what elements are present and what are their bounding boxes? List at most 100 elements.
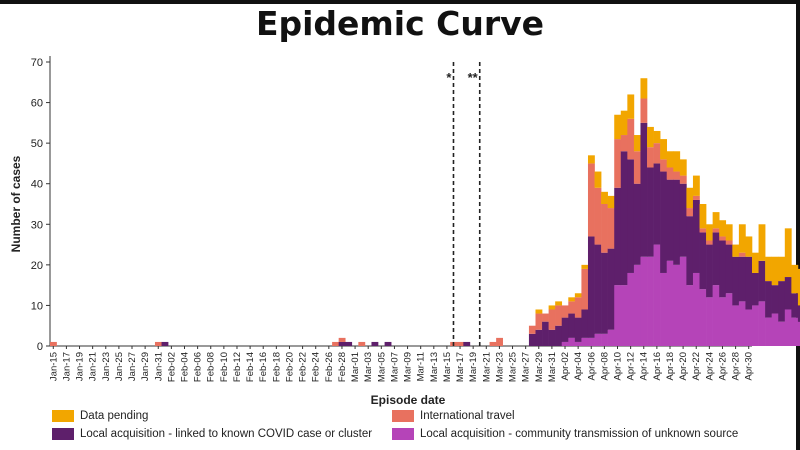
- bar-segment-pending: [797, 268, 800, 306]
- x-tick-label: Feb-06: [193, 352, 204, 382]
- bar-segment-travel: [620, 135, 628, 152]
- bar-segment-linked: [620, 151, 628, 286]
- bar-segment-pending: [738, 224, 746, 253]
- bar-segment-linked: [384, 341, 392, 346]
- bar-segment-pending: [732, 244, 740, 257]
- bar-segment-pending: [706, 224, 713, 241]
- bar-segment-travel: [535, 313, 543, 330]
- legend-label: Data pending: [80, 410, 149, 422]
- bar-segment-travel: [719, 236, 727, 241]
- x-tick-label: Apr-18: [665, 352, 676, 381]
- bar-segment-pending: [679, 159, 687, 176]
- bar-segment-unknown: [594, 333, 602, 346]
- bar-segment-travel: [666, 167, 674, 180]
- bars-layer: [50, 78, 800, 346]
- annotations-layer: * **: [446, 62, 481, 346]
- x-tick-label: Feb-12: [232, 352, 243, 382]
- bar-segment-linked: [528, 333, 536, 346]
- x-tick-label: Apr-04: [573, 352, 584, 381]
- bar-segment-travel: [627, 118, 635, 160]
- bar-segment-pending: [758, 224, 766, 261]
- bar-segment-unknown: [692, 272, 700, 346]
- bar-segment-travel: [673, 171, 681, 180]
- bar-segment-travel: [712, 228, 720, 233]
- right-border: [796, 0, 800, 450]
- bar-segment-travel: [154, 341, 162, 346]
- bar-segment-pending: [535, 309, 543, 314]
- bar-segment-pending: [587, 155, 595, 164]
- bar-segment-unknown: [686, 285, 694, 346]
- bar-segment-travel: [653, 143, 661, 164]
- bar-segment-linked: [601, 252, 608, 334]
- bar-segment-pending: [574, 293, 582, 298]
- bar-segment-linked: [673, 179, 681, 265]
- bar-segment-linked: [765, 281, 772, 318]
- bar-segment-linked: [699, 232, 707, 290]
- x-tick-label: Apr-26: [717, 352, 728, 381]
- y-tick-label: 50: [31, 138, 43, 150]
- bar-segment-travel: [561, 305, 569, 318]
- bar-segment-pending: [686, 187, 694, 209]
- bar-segment-travel: [594, 187, 602, 245]
- x-tick-label: Jan-25: [114, 352, 125, 381]
- bar-segment-linked: [561, 317, 569, 342]
- bar-segment-unknown: [620, 285, 628, 346]
- bar-segment-linked: [371, 341, 379, 346]
- bar-segment-linked: [758, 260, 766, 302]
- x-tick-label: Feb-10: [219, 352, 230, 382]
- bar-segment-pending: [620, 110, 628, 136]
- x-tick-label: Feb-14: [245, 352, 256, 382]
- bar-segment-linked: [607, 248, 615, 330]
- bar-segment-unknown: [653, 244, 661, 346]
- bar-segment-unknown: [601, 333, 608, 346]
- x-tick-label: Jan-19: [75, 352, 86, 381]
- bar-segment-pending: [666, 151, 674, 168]
- bar-segment-unknown: [752, 305, 759, 346]
- bar-segment-travel: [647, 147, 654, 168]
- bar-segment-unknown: [627, 272, 635, 346]
- bar-segment-unknown: [607, 329, 615, 346]
- bar-segment-unknown: [791, 317, 799, 346]
- bar-segment-linked: [653, 163, 661, 245]
- bar-segment-travel: [686, 208, 694, 217]
- x-tick-label: Jan-17: [61, 352, 72, 381]
- x-tick-label: Mar-25: [508, 352, 519, 382]
- x-tick-label: Mar-23: [494, 352, 505, 382]
- x-tick-label: Mar-27: [521, 352, 532, 382]
- bar-segment-unknown: [719, 297, 727, 346]
- x-tick-label: Apr-10: [613, 352, 624, 381]
- bar-segment-pending: [555, 301, 563, 306]
- bar-segment-linked: [686, 216, 694, 286]
- bar-segment-pending: [673, 151, 681, 172]
- bar-segment-linked: [338, 341, 346, 346]
- bar-segment-travel: [358, 341, 366, 346]
- bar-segment-unknown: [712, 285, 720, 346]
- legend-swatch-unknown: [392, 428, 414, 440]
- bar-segment-pending: [607, 195, 615, 209]
- x-tick-label: Mar-13: [429, 352, 440, 382]
- bar-segment-pending: [752, 252, 759, 273]
- bar-segment-linked: [542, 321, 549, 346]
- bar-segment-travel: [456, 341, 464, 346]
- bar-segment-pending: [568, 297, 576, 302]
- bar-segment-linked: [692, 199, 700, 273]
- bar-segment-linked: [745, 256, 753, 310]
- bar-segment-linked: [791, 293, 799, 318]
- bar-segment-linked: [633, 183, 641, 265]
- bar-segment-unknown: [673, 264, 681, 346]
- bar-segment-linked: [712, 232, 720, 286]
- bar-segment-unknown: [745, 309, 753, 346]
- bar-segment-travel: [706, 240, 713, 245]
- x-tick-label: Mar-05: [376, 352, 387, 382]
- x-tick-label: Jan-23: [101, 352, 112, 381]
- x-tick-label: Feb-24: [311, 352, 322, 382]
- bar-segment-pending: [660, 139, 668, 160]
- bar-segment-unknown: [614, 285, 622, 346]
- bar-segment-pending: [633, 135, 641, 152]
- x-tick-label: Jan-27: [127, 352, 138, 381]
- bar-segment-pending: [745, 236, 753, 257]
- bar-segment-linked: [345, 341, 353, 346]
- bar-segment-pending: [791, 264, 799, 294]
